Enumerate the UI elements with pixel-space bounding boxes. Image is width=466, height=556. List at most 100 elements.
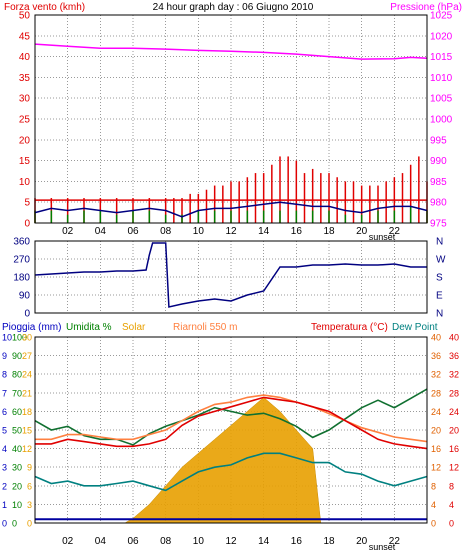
x-tick-label: 22 (389, 536, 401, 547)
dew-point-tick-label: 40 (449, 333, 459, 343)
compass-tick-label: S (436, 273, 443, 284)
temperature-tick-label: 28 (431, 388, 441, 398)
humidity-tick-label: 0 (12, 519, 17, 529)
x-tick-label: 12 (225, 536, 237, 547)
left-tick-label: 50 (19, 11, 31, 22)
x-tick-label: 18 (323, 536, 335, 547)
solar-tick-label: 27 (22, 351, 32, 361)
series-line-red (35, 396, 428, 450)
humidity-ticks: 0 10 20 30 40 50 60 70 80 90 100 (12, 333, 27, 529)
rain-tick-label: 7 (2, 388, 7, 398)
humidity-tick-label: 10 (12, 500, 22, 510)
rain-tick-label: 0 (2, 519, 7, 529)
humidity-tick-label: 30 (12, 463, 22, 473)
x-tick-label: 20 (356, 226, 368, 237)
series-line-teal (34, 452, 428, 492)
x-tick-label: 04 (95, 536, 107, 547)
humidity-tick-label: 80 (12, 370, 22, 380)
rain-tick-label: 2 (2, 481, 7, 491)
right-tick-label: 1000 (430, 115, 453, 126)
humidity-tick-label: 100 (12, 333, 27, 343)
rain-ticks: 0 1 2 3 4 5 6 7 8 9 10 (2, 333, 12, 529)
right-tick-label: 1020 (430, 31, 453, 42)
right-tick-label: 995 (430, 135, 447, 146)
rain-tick-label: 5 (2, 426, 7, 436)
dew-point-tick-label: 28 (449, 388, 459, 398)
dew-point-tick-label: 20 (449, 426, 459, 436)
dew-point-tick-label: 16 (449, 444, 459, 454)
temperature-tick-label: 20 (431, 426, 441, 436)
direction-tick-label: 270 (13, 255, 30, 266)
panel1-frame (34, 14, 428, 224)
rain-tick-label: 4 (2, 444, 7, 454)
right-tick-label: 1025 (430, 11, 453, 22)
label-station: Riarnoli 550 m (173, 322, 237, 333)
temperature-tick-label: 8 (431, 481, 436, 491)
direction-tick-label: 90 (19, 291, 31, 302)
right-tick-label: 975 (430, 219, 447, 230)
solar-tick-label: 0 (27, 519, 32, 529)
temperature-tick-label: 16 (431, 444, 441, 454)
compass-tick-label: E (436, 291, 443, 302)
dew-point-tick-label: 0 (449, 519, 454, 529)
humidity-tick-label: 70 (12, 388, 22, 398)
x-tick-label: 14 (258, 226, 270, 237)
label-humidity: Umidita % (66, 322, 112, 333)
x-tick-label: 10 (193, 226, 205, 237)
right-tick-label: 1015 (430, 52, 453, 63)
x-tick-label: 02 (62, 536, 74, 547)
rain-tick-label: 3 (2, 463, 7, 473)
compass-tick-label: N (436, 237, 443, 248)
temp-humidity-panel: Pioggia (mm) Umidita % Solar Riarnoli 55… (2, 322, 459, 552)
series-line-humid (34, 388, 428, 446)
compass-tick-label: W (436, 255, 446, 266)
series-line-salmon (35, 394, 428, 443)
temperature-tick-label: 32 (431, 370, 441, 380)
x-tick-label: 04 (95, 226, 107, 237)
x-tick-label: 14 (258, 536, 270, 547)
solar-tick-label: 21 (22, 388, 32, 398)
humidity-tick-label: 20 (12, 481, 22, 491)
x-tick-label: 16 (291, 536, 303, 547)
solar-tick-label: 6 (27, 481, 32, 491)
left-tick-label: 5 (24, 198, 30, 209)
rain-tick-label: 10 (2, 333, 12, 343)
temperature-tick-label: 36 (431, 351, 441, 361)
temperature-tick-label: 24 (431, 407, 441, 417)
panel1-x-label: sunset (369, 232, 396, 242)
wind-pressure-panel: Forza vento (kmh) 24 hour graph day : 06… (4, 2, 462, 242)
right-tick-label: 980 (430, 198, 447, 209)
solar-tick-label: 18 (22, 407, 32, 417)
solar-tick-label: 30 (22, 333, 32, 343)
chart-title: 24 hour graph day : 06 Giugno 2010 (153, 2, 314, 13)
humidity-tick-label: 60 (12, 407, 22, 417)
panel1-series (34, 43, 428, 223)
solar-tick-label: 12 (22, 444, 32, 454)
panel3-x-label: sunset (369, 542, 396, 552)
temperature-tick-label: 4 (431, 500, 436, 510)
temperature-tick-label: 40 (431, 333, 441, 343)
panel3-series (34, 388, 428, 524)
solar-tick-label: 24 (22, 370, 32, 380)
series-line-navy (34, 242, 427, 308)
direction-tick-label: 360 (13, 237, 30, 248)
x-tick-label: 08 (160, 536, 172, 547)
rain-tick-label: 8 (2, 370, 7, 380)
series-line-magenta (34, 43, 428, 60)
panel1-left-axis-label: Forza vento (kmh) (4, 2, 85, 13)
x-tick-label: 12 (225, 226, 237, 237)
left-tick-label: 0 (24, 219, 30, 230)
right-tick-label: 1005 (430, 94, 453, 105)
panel1-right-ticks: 975 980 985 990 995 1000 1005 1010 1015 1020 1025 (430, 11, 453, 230)
panel3-frame (34, 336, 428, 524)
left-tick-label: 35 (19, 73, 31, 84)
x-tick-label: 22 (389, 226, 401, 237)
direction-tick-label: 0 (24, 309, 30, 320)
right-tick-label: 990 (430, 156, 447, 167)
rain-tick-label: 9 (2, 351, 7, 361)
rain-tick-label: 1 (2, 500, 7, 510)
x-tick-label: 08 (160, 226, 172, 237)
